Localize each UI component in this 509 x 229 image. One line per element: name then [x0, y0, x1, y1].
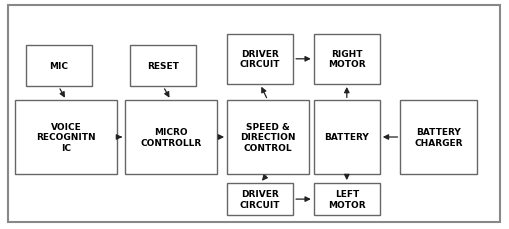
FancyBboxPatch shape — [400, 101, 476, 174]
Text: SPEED &
DIRECTION
CONTROL: SPEED & DIRECTION CONTROL — [240, 123, 295, 152]
FancyBboxPatch shape — [313, 34, 379, 85]
Text: RESET: RESET — [147, 62, 179, 71]
Text: DRIVER
CIRCUIT: DRIVER CIRCUIT — [239, 50, 280, 69]
FancyBboxPatch shape — [313, 183, 379, 215]
Text: MICRO
CONTROLLR: MICRO CONTROLLR — [140, 128, 201, 147]
Text: BATTERY: BATTERY — [324, 133, 369, 142]
Text: BATTERY
CHARGER: BATTERY CHARGER — [413, 128, 462, 147]
Text: VOICE
RECOGNITN
IC: VOICE RECOGNITN IC — [37, 123, 96, 152]
FancyBboxPatch shape — [313, 101, 379, 174]
FancyBboxPatch shape — [25, 46, 92, 87]
FancyBboxPatch shape — [130, 46, 196, 87]
Text: DRIVER
CIRCUIT: DRIVER CIRCUIT — [239, 190, 280, 209]
Text: LEFT
MOTOR: LEFT MOTOR — [327, 190, 365, 209]
FancyBboxPatch shape — [125, 101, 216, 174]
FancyBboxPatch shape — [227, 34, 293, 85]
FancyBboxPatch shape — [8, 6, 499, 222]
Text: MIC: MIC — [49, 62, 68, 71]
FancyBboxPatch shape — [227, 101, 308, 174]
Text: RIGHT
MOTOR: RIGHT MOTOR — [327, 50, 365, 69]
FancyBboxPatch shape — [15, 101, 117, 174]
FancyBboxPatch shape — [227, 183, 293, 215]
